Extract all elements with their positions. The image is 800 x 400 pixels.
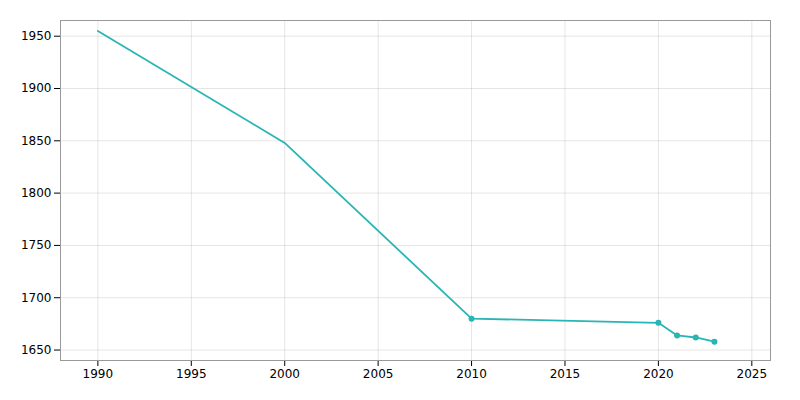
svg-text:2025: 2025 [737, 367, 768, 381]
svg-text:2000: 2000 [269, 367, 300, 381]
svg-text:2020: 2020 [643, 367, 674, 381]
svg-text:2015: 2015 [550, 367, 581, 381]
svg-text:1800: 1800 [21, 186, 52, 200]
svg-text:1995: 1995 [176, 367, 207, 381]
svg-text:1850: 1850 [21, 134, 52, 148]
svg-text:1900: 1900 [21, 81, 52, 95]
svg-text:1700: 1700 [21, 291, 52, 305]
svg-text:1750: 1750 [21, 238, 52, 252]
svg-text:2010: 2010 [456, 367, 487, 381]
svg-text:1950: 1950 [21, 29, 52, 43]
svg-text:1650: 1650 [21, 343, 52, 357]
svg-text:1990: 1990 [83, 367, 114, 381]
svg-text:2005: 2005 [363, 367, 394, 381]
